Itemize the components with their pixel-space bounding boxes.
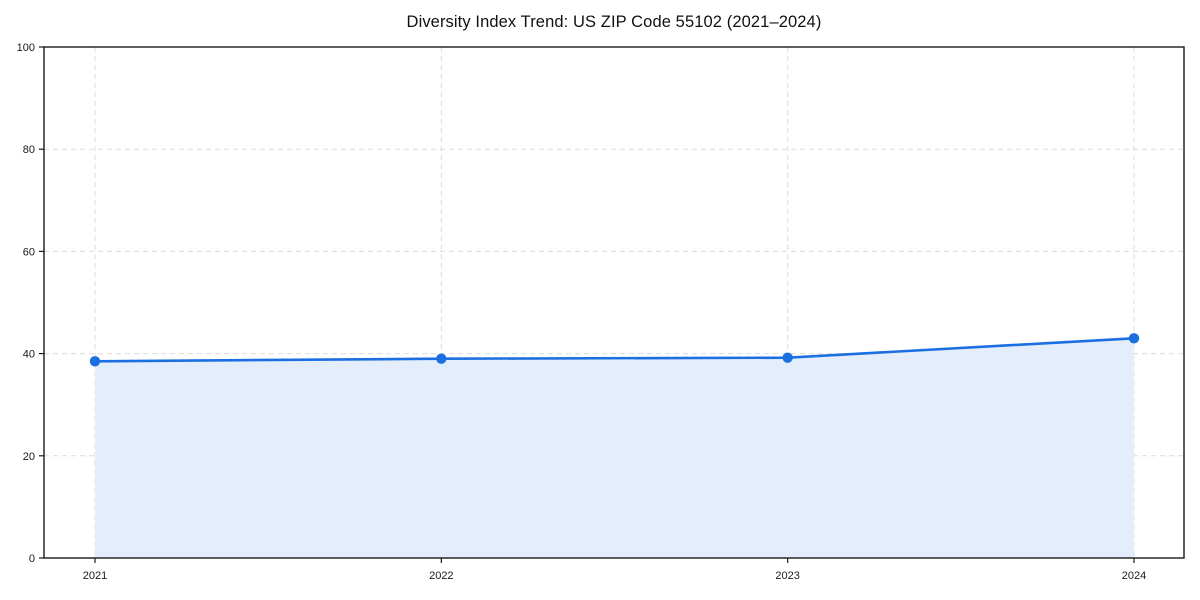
y-tick-label: 0 xyxy=(29,553,35,565)
plot-frame xyxy=(43,46,1185,559)
data-point-2021 xyxy=(89,356,101,367)
chart-title: Diversity Index Trend: US ZIP Code 55102… xyxy=(406,13,822,31)
data-point-2023 xyxy=(782,352,793,363)
y-tick-label: 100 xyxy=(17,42,35,54)
data-point-2024 xyxy=(1128,333,1140,344)
x-tick-label: 2021 xyxy=(83,570,107,582)
y-tick-label: 20 xyxy=(23,451,35,463)
y-tick-label: 80 xyxy=(23,144,35,156)
data-point-2022 xyxy=(436,353,447,364)
x-tick-label: 2024 xyxy=(1122,570,1146,582)
x-tick-label: 2022 xyxy=(429,570,453,582)
trend-line xyxy=(93,336,1136,363)
area-fill xyxy=(95,338,1134,558)
y-tick-label: 60 xyxy=(23,246,35,258)
x-tick-label: 2023 xyxy=(775,570,799,582)
y-tick-label: 40 xyxy=(23,349,35,361)
